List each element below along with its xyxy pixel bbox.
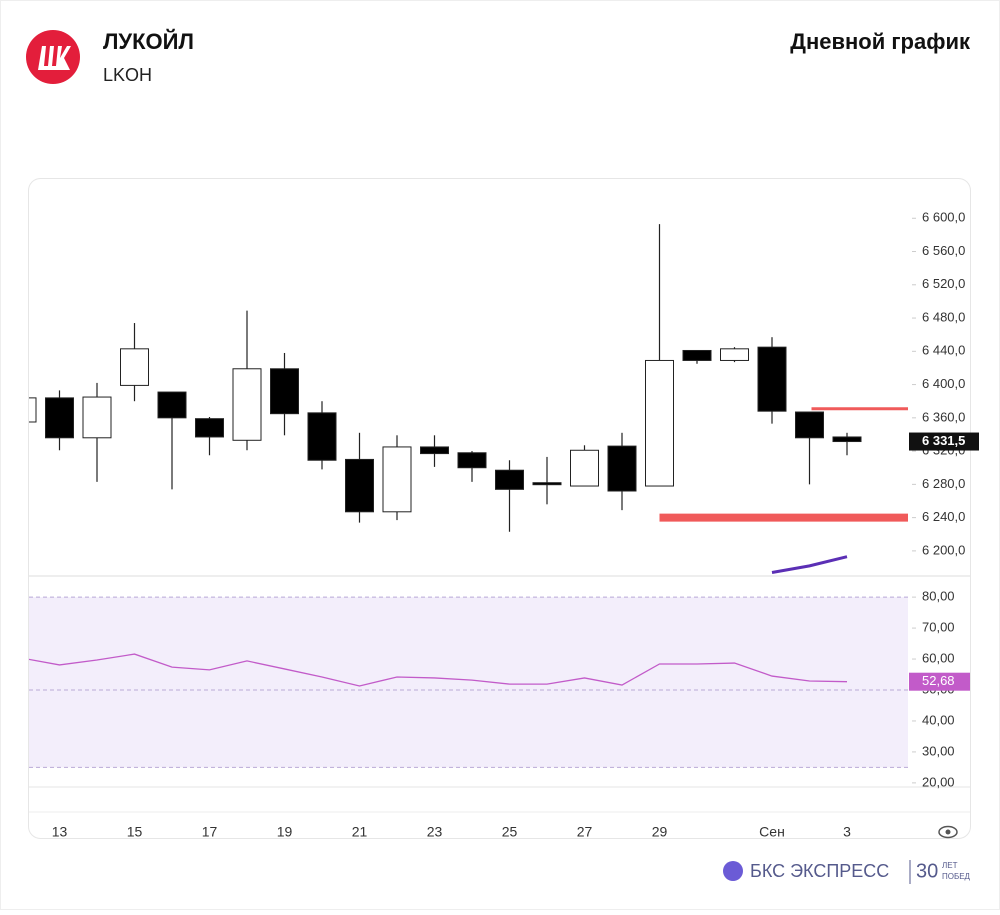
rsi-tick-label: 70,00 [922,620,955,635]
x-tick-label: 15 [127,824,143,840]
y-tick-label: 6 200,0 [922,542,965,557]
candle-body [195,418,224,438]
candle-body [120,348,149,386]
candle-body [29,397,37,423]
candle-body [82,396,112,439]
x-tick-label: 17 [202,824,218,840]
rsi-tick-label: 60,00 [922,650,955,665]
candle-body [307,412,337,461]
candle-body [645,359,674,487]
y-tick-label: 6 360,0 [922,409,965,424]
rsi-line [29,653,848,687]
y-tick-label: 6 560,0 [922,243,965,258]
rsi-tick-label: 40,00 [922,712,955,727]
last-price-box [909,432,979,451]
brand-years: 30 [916,860,938,882]
candle-body [457,452,487,469]
x-tick-label: 23 [427,824,443,840]
rsi-pane [29,596,908,768]
candle-body [682,349,712,361]
chart-label: Дневной график [790,29,971,54]
y-tick-label: 6 520,0 [922,276,965,291]
y-tick-label: 6 480,0 [922,309,965,324]
x-tick-label: 13 [52,824,68,840]
x-tick-label: 29 [652,824,668,840]
x-tick-label: Сен [759,824,785,840]
y-tick-label: 6 400,0 [922,376,965,391]
candle-body [757,346,787,412]
candle-body [720,348,749,361]
logo [26,30,80,84]
x-tick-label: 3 [843,824,851,840]
rsi-last-box [909,672,970,691]
brand-tag: ЛЕТ [942,861,958,870]
last-price-label: 6 331,5 [922,433,965,448]
x-tick-label: 27 [577,824,593,840]
brand-icon [723,861,743,881]
candle-body [420,446,449,455]
candle-body [795,411,824,439]
candle-body [232,368,262,441]
price-pane [29,224,908,574]
axes: 6 200,06 240,06 280,06 320,06 360,06 400… [52,210,979,840]
candle-body [607,445,637,492]
candle-body [832,436,862,443]
candle-body [345,458,374,513]
ma-line [771,555,848,574]
candle-body [570,449,599,487]
candle-body [270,368,299,415]
candle-body [495,469,524,490]
y-tick-label: 6 280,0 [922,476,965,491]
candle-body [382,446,412,513]
candle-body [157,391,187,419]
y-tick-label: 6 240,0 [922,509,965,524]
brand-tag: ПОБЕД [942,872,971,881]
x-tick-label: 21 [352,824,368,840]
rsi-band [29,597,908,768]
logo-glyph [38,46,71,70]
brand: БКС ЭКСПРЕСС [750,861,889,881]
y-tick-label: 6 600,0 [922,210,965,225]
rsi-tick-label: 80,00 [922,589,955,604]
candle-body [532,482,562,486]
x-tick-label: 25 [502,824,518,840]
ticker: LKOH [103,65,152,85]
x-tick-label: 19 [277,824,293,840]
company-name: ЛУКОЙЛ [103,29,194,54]
rsi-tick-label: 30,00 [922,743,955,758]
settings-icon[interactable] [938,825,958,839]
rsi-tick-label: 20,00 [922,774,955,789]
candle-body [45,397,74,439]
y-tick-label: 6 440,0 [922,343,965,358]
rsi-last-label: 52,68 [922,673,955,688]
